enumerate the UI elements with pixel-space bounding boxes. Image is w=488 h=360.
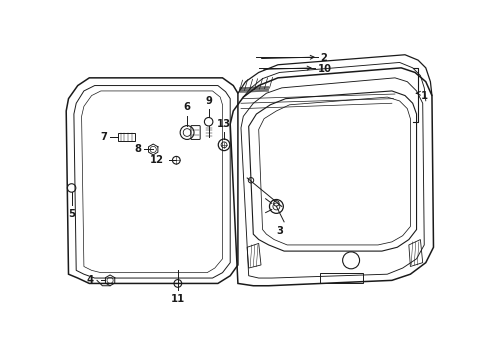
Text: 1: 1 [420, 91, 427, 100]
Text: 4: 4 [86, 275, 93, 285]
Bar [118, 133, 135, 141]
Text: 7: 7 [100, 132, 107, 142]
Text: 5: 5 [68, 209, 75, 219]
Text: 11: 11 [170, 294, 184, 304]
Text: 6: 6 [183, 103, 190, 112]
Text: 10: 10 [317, 64, 331, 73]
Text: 3: 3 [276, 226, 283, 237]
Text: 9: 9 [205, 96, 212, 106]
Text: 2: 2 [320, 53, 326, 63]
Text: 8: 8 [134, 144, 141, 154]
Text: 13: 13 [217, 120, 230, 130]
Text: 12: 12 [150, 155, 163, 165]
